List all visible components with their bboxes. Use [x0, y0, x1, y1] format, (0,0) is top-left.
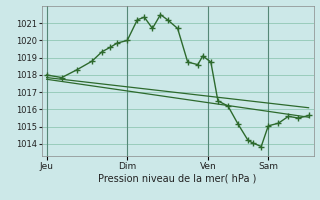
X-axis label: Pression niveau de la mer( hPa ): Pression niveau de la mer( hPa )	[99, 173, 257, 183]
